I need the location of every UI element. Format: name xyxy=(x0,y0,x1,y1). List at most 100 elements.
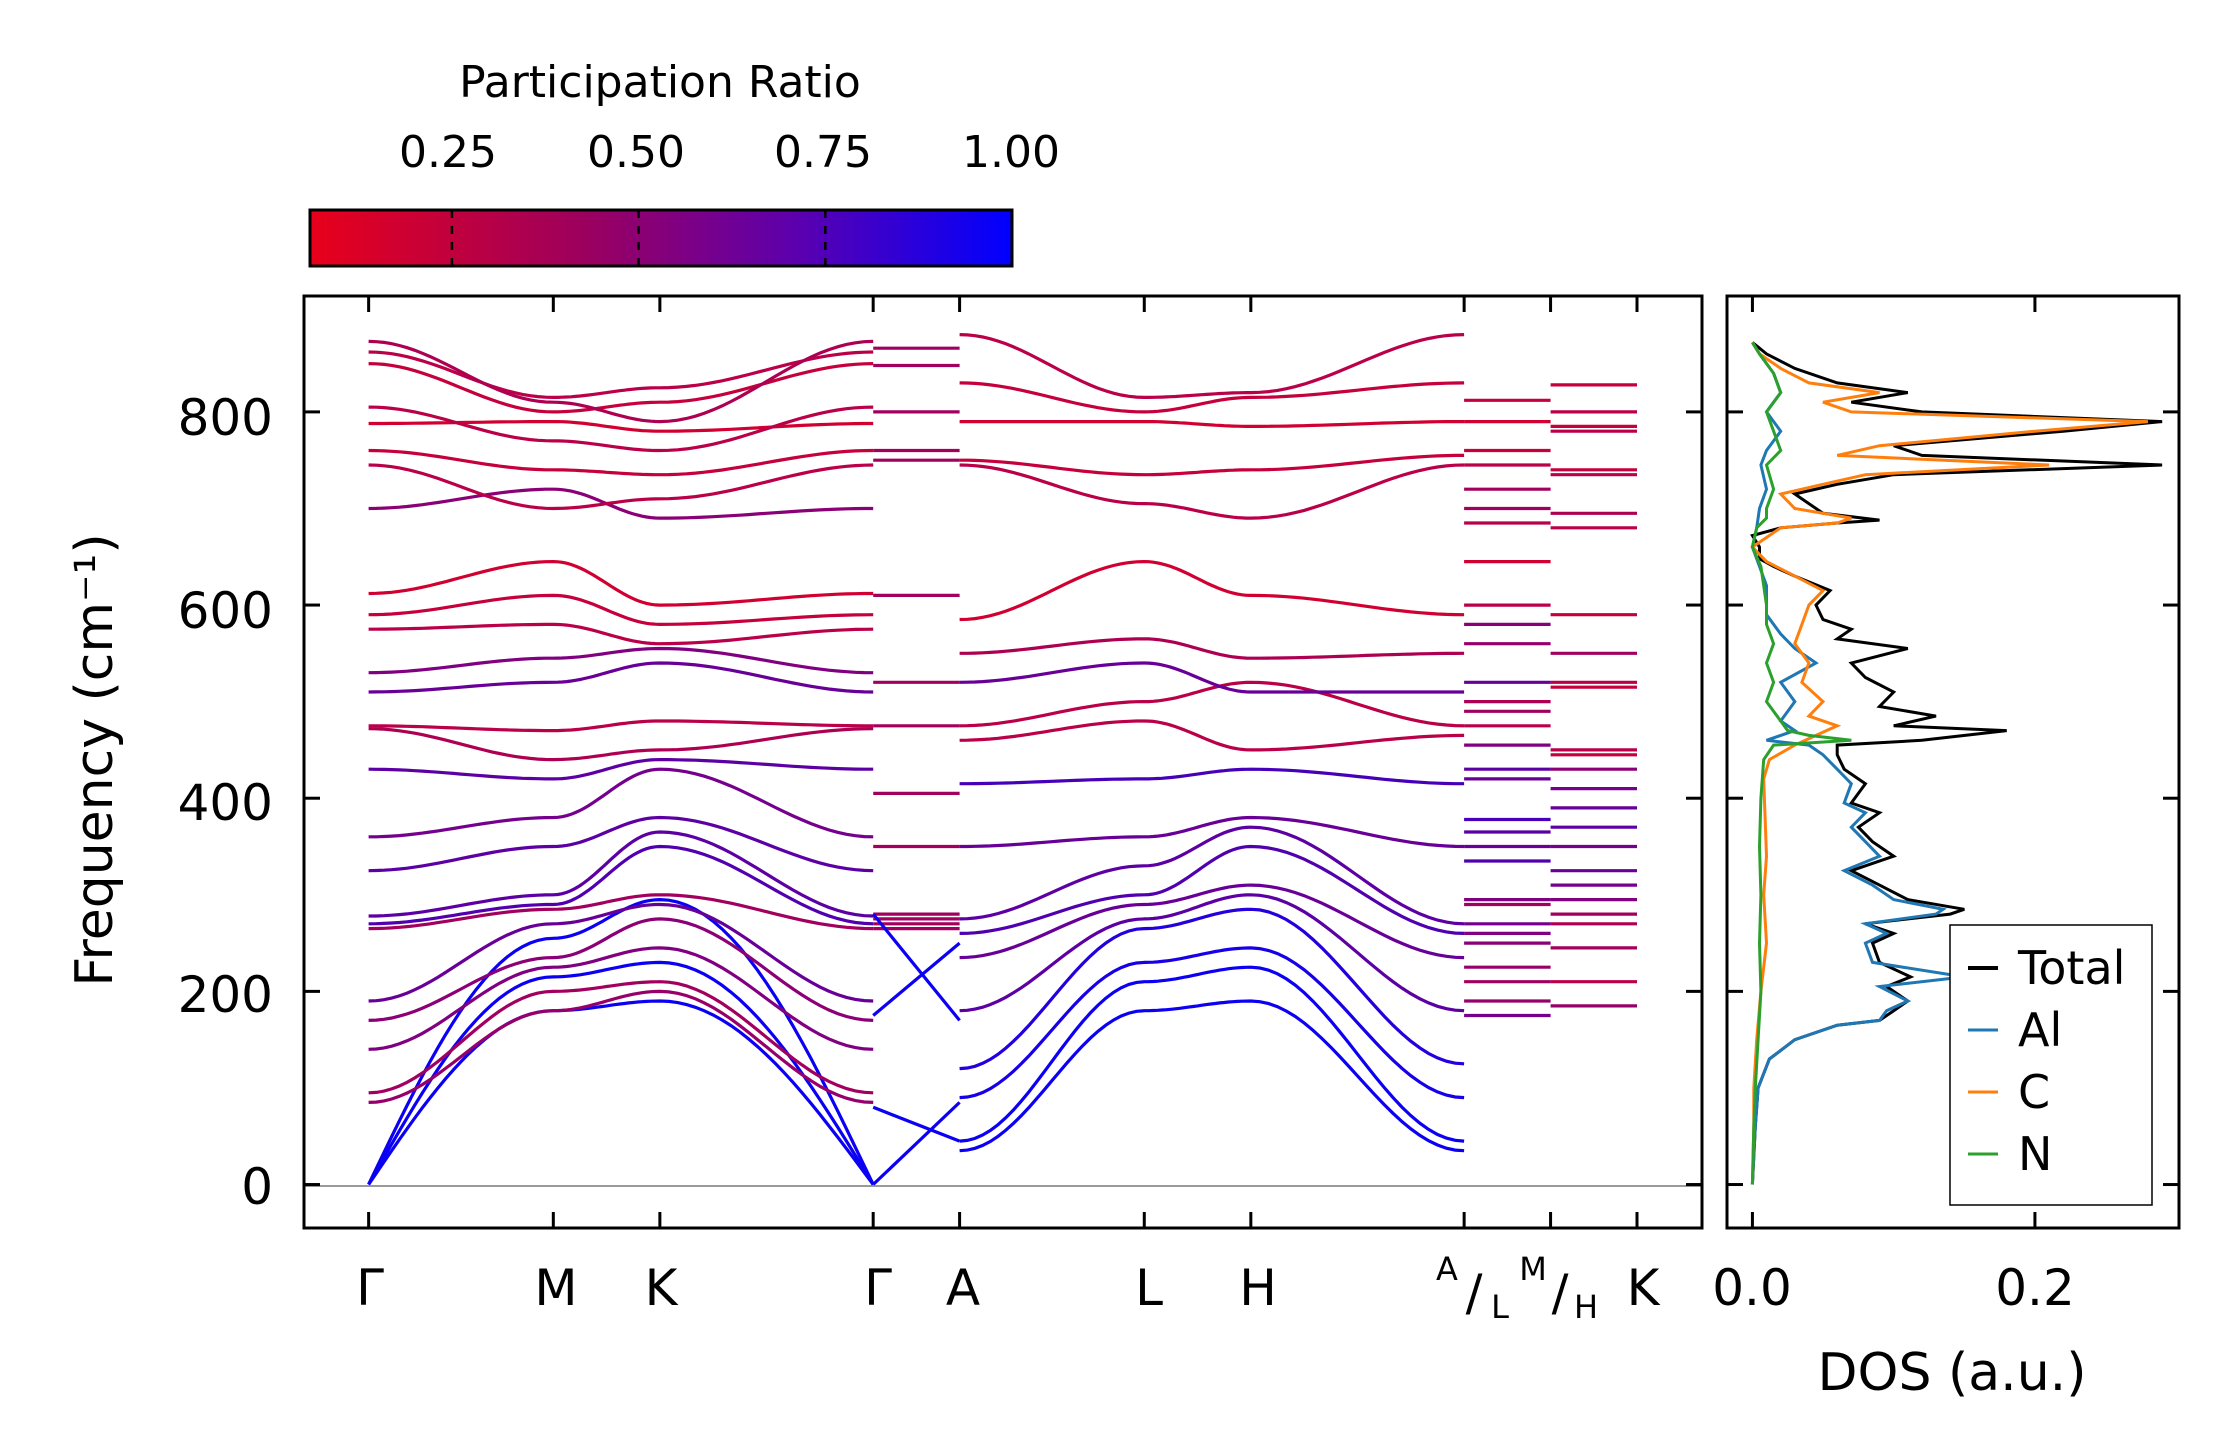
band-line xyxy=(368,661,874,694)
y-tick-label: 800 xyxy=(178,389,273,447)
x-tick-label-m: M xyxy=(534,1259,577,1317)
band-line xyxy=(368,917,874,1022)
band-line xyxy=(368,767,874,839)
band-line xyxy=(368,980,874,1095)
x-tick-label-a: A xyxy=(946,1259,980,1317)
x-tick-label-gamma: Γ xyxy=(864,1259,892,1317)
x-tick-label-m-over-h: M / H xyxy=(1519,1250,1598,1326)
x-tick-label-a-over-l: A / L xyxy=(1436,1250,1509,1326)
band-line xyxy=(368,758,874,781)
band-line-dispersive xyxy=(872,1101,961,1186)
x-tick-label-gamma: Γ xyxy=(356,1259,384,1317)
band-line xyxy=(368,463,874,511)
legend-label-n: N xyxy=(2018,1127,2052,1181)
band-line xyxy=(959,907,1465,1071)
dos-lines xyxy=(1750,341,2163,1185)
band-line xyxy=(959,825,1465,926)
y-tick-label: 400 xyxy=(178,774,273,832)
band-line xyxy=(959,637,1465,660)
band-line xyxy=(368,622,874,646)
band-line xyxy=(959,381,1465,414)
band-line-acoustic xyxy=(367,897,875,1186)
y-tick-label: 200 xyxy=(178,966,273,1024)
legend: Total Al C N xyxy=(1949,924,2153,1206)
x-tick-label-k: K xyxy=(1627,1259,1661,1317)
band-line-acoustic xyxy=(367,960,875,1186)
legend-label-c: C xyxy=(2018,1065,2050,1119)
band-line xyxy=(368,362,874,414)
band-line xyxy=(959,965,1465,1143)
y-axis-label: Frequency (cm⁻¹) xyxy=(65,533,125,986)
colorbar-gradient xyxy=(308,208,1014,268)
dos-line-al xyxy=(1750,341,1965,1185)
band-line-acoustic xyxy=(367,999,875,1186)
band-line xyxy=(368,946,874,1051)
x-tick-label-h: H xyxy=(1239,1259,1277,1317)
band-line xyxy=(368,559,874,607)
band-line xyxy=(368,339,874,424)
dos-axis-ticks xyxy=(1727,296,2179,1228)
band-line xyxy=(368,646,874,675)
band-line xyxy=(368,405,874,453)
colorbar-tick-label: 0.50 xyxy=(587,127,685,178)
colorbar-tick-label: 0.25 xyxy=(399,127,497,178)
band-line-dispersive xyxy=(871,913,961,1022)
band-structure-panel: 0 200 400 600 800 Frequency (cm⁻¹) Γ M K… xyxy=(65,294,1704,1326)
a-over-l-superscript: A xyxy=(1436,1250,1458,1288)
band-line xyxy=(368,815,874,873)
dos-panel: 0.0 0.2 DOS (a.u.) Total Al C N xyxy=(1712,294,2181,1403)
band-line xyxy=(959,946,1465,1100)
band-line xyxy=(368,487,874,520)
colorbar: Participation Ratio 0.25 0.50 0.75 1.00 xyxy=(308,57,1060,268)
band-line xyxy=(368,350,874,399)
band-line xyxy=(959,661,1465,694)
y-tick-label: 0 xyxy=(241,1158,273,1216)
band-line xyxy=(959,719,1465,752)
m-over-h-slash: / xyxy=(1552,1264,1569,1322)
colorbar-title: Participation Ratio xyxy=(459,57,861,108)
band-line xyxy=(959,463,1465,520)
band-line xyxy=(959,893,1465,1013)
band-line xyxy=(959,999,1465,1153)
band-line xyxy=(368,420,874,433)
legend-box xyxy=(1949,924,2153,1206)
band-line xyxy=(368,727,874,762)
band-line xyxy=(959,767,1465,786)
band-line xyxy=(368,448,874,477)
band-line xyxy=(959,559,1465,622)
dos-line-c xyxy=(1750,341,2149,1185)
dos-line-n xyxy=(1750,341,1852,1185)
band-line xyxy=(368,989,874,1104)
band-axes-frame xyxy=(302,294,1704,1230)
m-over-h-superscript: M xyxy=(1519,1250,1547,1288)
band-line xyxy=(959,453,1465,477)
m-over-h-subscript: H xyxy=(1574,1288,1598,1326)
band-line xyxy=(368,902,874,1003)
x-tick-label-l: L xyxy=(1135,1259,1163,1317)
colorbar-tick-label: 1.00 xyxy=(962,127,1060,178)
y-tick-label: 600 xyxy=(178,582,273,640)
a-over-l-subscript: L xyxy=(1491,1288,1509,1326)
x-tick-label-k: K xyxy=(645,1259,679,1317)
band-line xyxy=(959,680,1465,728)
band-line xyxy=(959,333,1465,399)
dos-x-tick-label: 0.2 xyxy=(1995,1259,2075,1317)
band-lines xyxy=(367,333,1637,1186)
band-axis-ticks xyxy=(304,296,1702,1228)
band-line xyxy=(368,893,874,931)
band-line xyxy=(959,420,1465,428)
band-line xyxy=(368,844,874,926)
legend-label-total: Total xyxy=(2017,941,2125,995)
legend-label-al: Al xyxy=(2018,1003,2062,1057)
dos-axes-frame xyxy=(1725,294,2181,1230)
band-line xyxy=(368,719,874,733)
band-line-dispersive xyxy=(872,1105,961,1143)
band-line xyxy=(959,844,1465,935)
band-line-dispersive xyxy=(872,941,961,1017)
band-line xyxy=(368,830,874,918)
dos-x-tick-label: 0.0 xyxy=(1712,1259,1792,1317)
colorbar-tick-label: 0.75 xyxy=(774,127,872,178)
band-line xyxy=(959,815,1465,849)
band-line xyxy=(368,593,874,627)
